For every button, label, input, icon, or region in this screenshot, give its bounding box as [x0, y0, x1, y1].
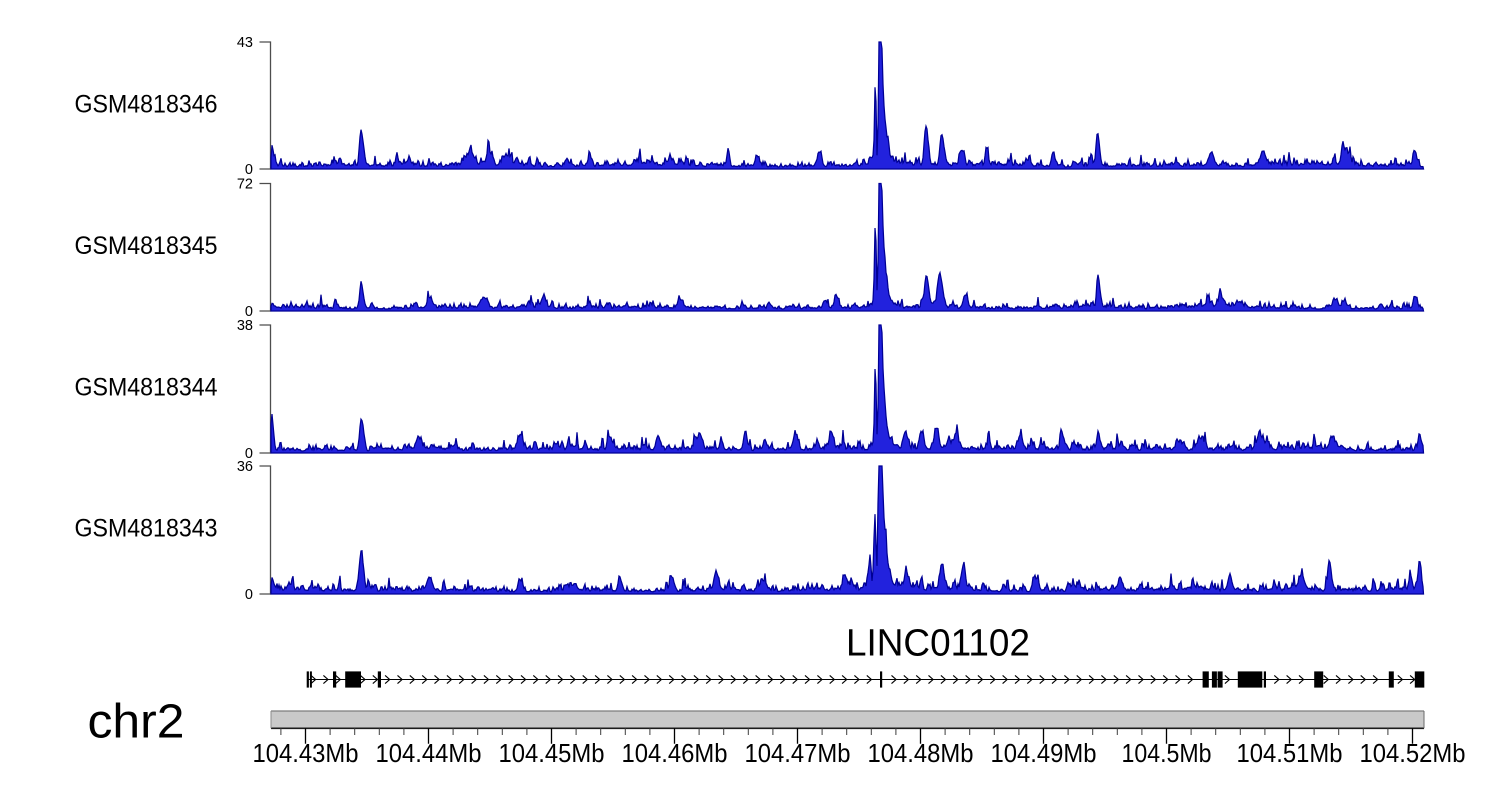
- svg-text:104.52Mb: 104.52Mb: [1360, 738, 1466, 768]
- svg-text:0: 0: [245, 304, 253, 320]
- svg-text:LINC01102: LINC01102: [846, 623, 1030, 665]
- svg-text:104.49Mb: 104.49Mb: [991, 738, 1097, 768]
- svg-text:GSM4818345: GSM4818345: [75, 232, 218, 260]
- svg-text:104.44Mb: 104.44Mb: [376, 738, 482, 768]
- svg-text:43: 43: [237, 35, 253, 51]
- svg-text:72: 72: [237, 176, 253, 192]
- svg-text:0: 0: [245, 162, 253, 178]
- svg-text:104.51Mb: 104.51Mb: [1237, 738, 1343, 768]
- svg-text:104.48Mb: 104.48Mb: [868, 738, 974, 768]
- svg-text:GSM4818343: GSM4818343: [75, 515, 218, 543]
- svg-text:GSM4818346: GSM4818346: [75, 91, 218, 119]
- svg-text:0: 0: [245, 587, 253, 603]
- svg-text:GSM4818344: GSM4818344: [75, 374, 218, 402]
- svg-text:38: 38: [237, 318, 253, 334]
- svg-text:0: 0: [245, 446, 253, 462]
- svg-text:36: 36: [237, 459, 253, 475]
- svg-text:104.43Mb: 104.43Mb: [253, 738, 359, 768]
- svg-text:104.5Mb: 104.5Mb: [1122, 738, 1212, 768]
- svg-text:chr2: chr2: [88, 696, 185, 749]
- svg-text:104.45Mb: 104.45Mb: [499, 738, 605, 768]
- svg-text:104.47Mb: 104.47Mb: [745, 738, 851, 768]
- svg-text:104.46Mb: 104.46Mb: [622, 738, 728, 768]
